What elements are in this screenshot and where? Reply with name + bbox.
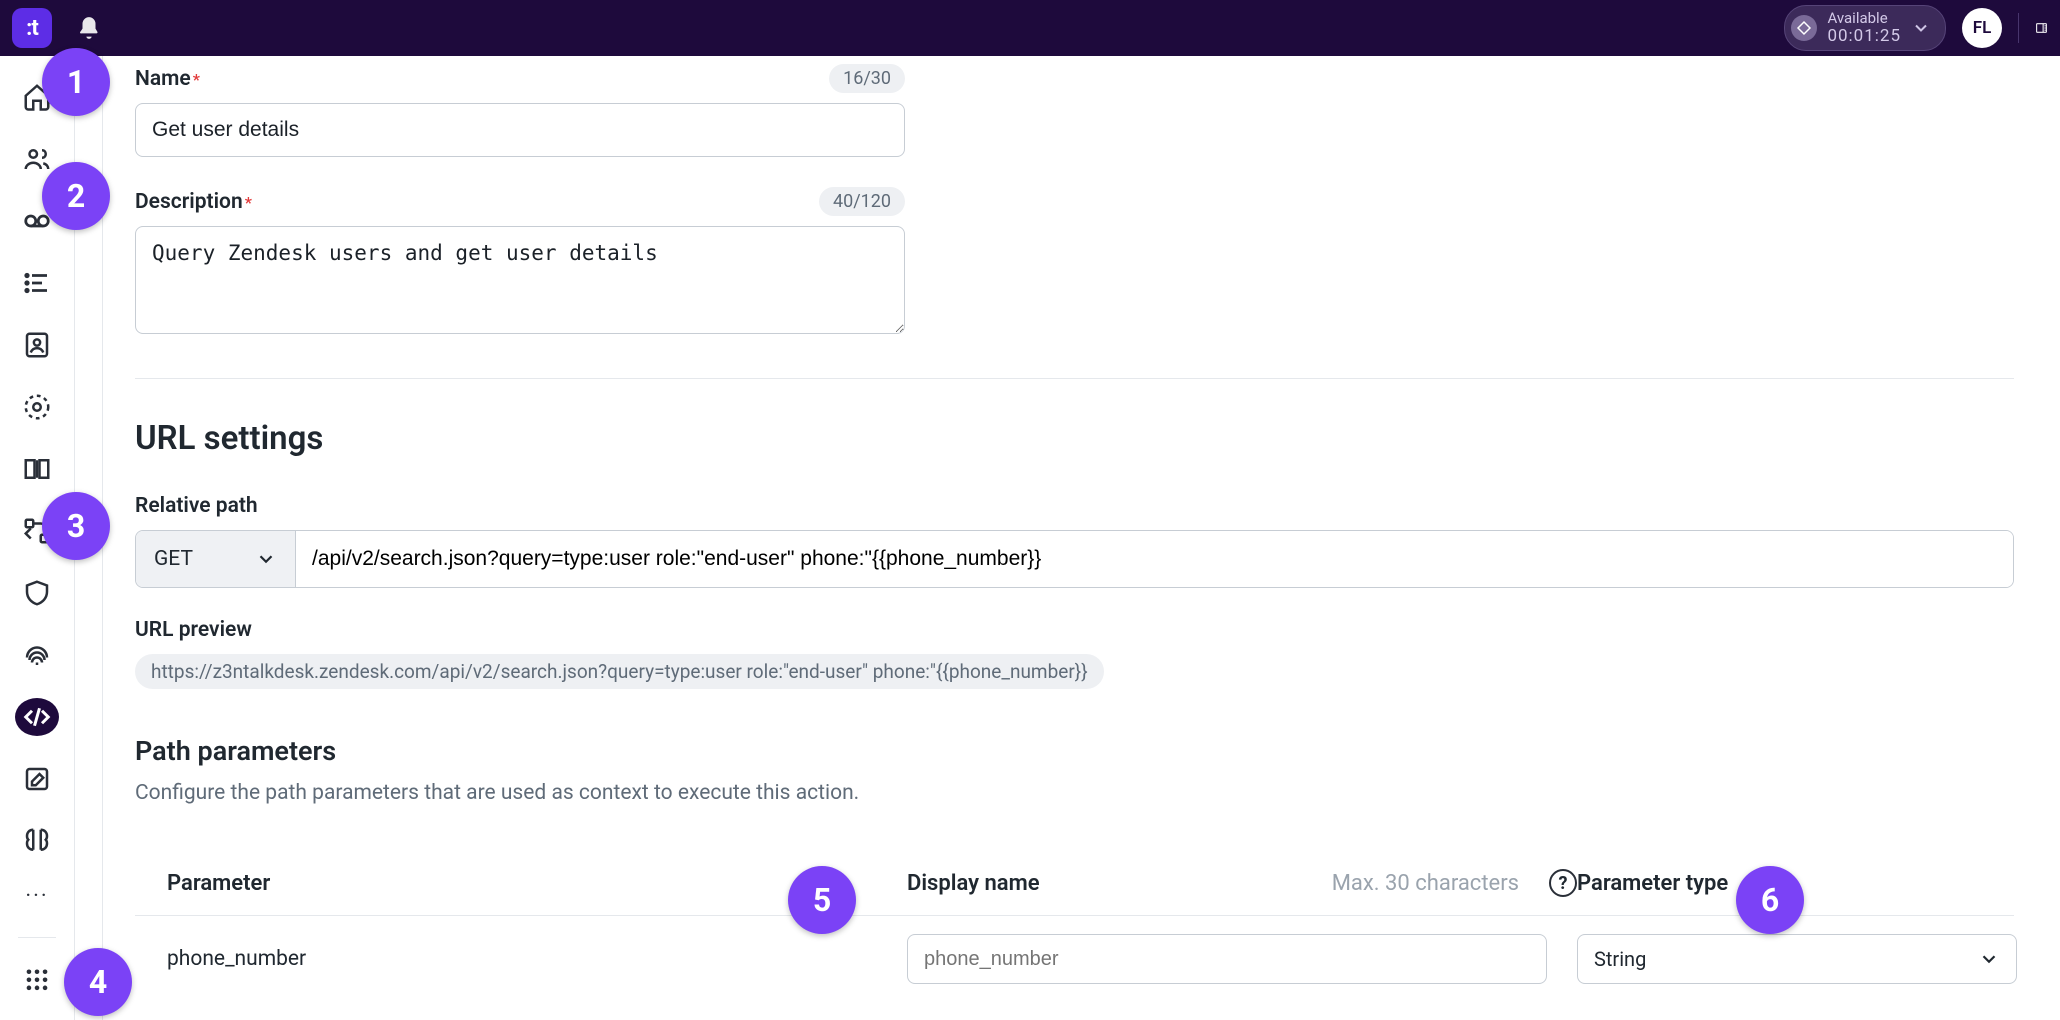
status-text: Available 00:01:25 (1827, 10, 1901, 46)
url-preview-value: https://z3ntalkdesk.zendesk.com/api/v2/s… (135, 654, 1104, 689)
http-method-value: GET (154, 547, 193, 571)
annotation-bubble-3: 3 (42, 492, 110, 560)
chevron-down-icon (255, 548, 277, 570)
http-method-select[interactable]: GET (136, 531, 296, 587)
status-diamond-icon (1791, 15, 1817, 41)
status-label: Available (1827, 10, 1901, 27)
nav-knowledge-icon[interactable] (15, 450, 59, 488)
avatar[interactable]: FL (1962, 8, 2002, 48)
required-asterisk: * (193, 70, 200, 89)
annotation-bubble-6: 6 (1736, 866, 1804, 934)
relative-path-row: GET (135, 530, 2014, 588)
table-row: phone_number String (135, 915, 2014, 1002)
app-logo[interactable]: :t (12, 8, 52, 48)
topbar: :t Available 00:01:25 FL (0, 0, 2060, 56)
relative-path-input[interactable] (296, 531, 2013, 587)
path-parameters-description: Configure the path parameters that are u… (135, 781, 2014, 805)
nav-app-grid-icon[interactable] (21, 966, 53, 994)
url-settings-title: URL settings (135, 419, 2014, 458)
path-parameters-title: Path parameters (135, 735, 2014, 767)
nav-shield-icon[interactable] (15, 574, 59, 612)
help-icon[interactable]: ? (1549, 869, 1577, 897)
annotation-bubble-1: 1 (42, 48, 110, 116)
chevron-down-icon (1911, 18, 1931, 38)
description-input[interactable]: Query Zendesk users and get user details (135, 226, 905, 334)
relative-path-label: Relative path (135, 494, 2014, 518)
status-timer: 00:01:25 (1827, 27, 1901, 46)
param-type-value: String (1594, 947, 1646, 971)
nav-biometric-icon[interactable] (15, 636, 59, 674)
section-divider (135, 378, 2014, 379)
rail-divider (18, 937, 56, 938)
display-name-input[interactable] (907, 934, 1547, 984)
description-label: Description (135, 190, 243, 214)
annotation-bubble-5: 5 (788, 866, 856, 934)
col-display-name: Display name (907, 871, 1040, 896)
nav-edit-icon[interactable] (15, 760, 59, 798)
url-preview-label: URL preview (135, 618, 2014, 642)
nav-integrations-icon[interactable] (15, 698, 59, 736)
param-type-select[interactable]: String (1577, 934, 2017, 984)
nav-list-icon[interactable] (15, 264, 59, 302)
nav-contacts-icon[interactable] (15, 326, 59, 364)
chevron-down-icon (1978, 948, 2000, 970)
description-counter: 40/120 (819, 187, 905, 216)
nav-ai-icon[interactable] (15, 822, 59, 860)
annotation-bubble-2: 2 (42, 162, 110, 230)
name-label: Name (135, 67, 191, 91)
name-counter: 16/30 (829, 64, 905, 93)
nav-more-icon[interactable]: ··· (15, 884, 59, 910)
notifications-icon[interactable] (76, 15, 102, 41)
max-chars-hint: Max. 30 characters (1332, 871, 1519, 896)
param-name: phone_number (167, 947, 907, 971)
annotation-bubble-4: 4 (64, 948, 132, 1016)
right-panel-toggle-icon[interactable] (2018, 13, 2048, 43)
nav-live-icon[interactable] (15, 388, 59, 426)
name-input[interactable] (135, 103, 905, 157)
agent-status-pill[interactable]: Available 00:01:25 (1784, 5, 1946, 51)
params-table-header: Parameter Display name Max. 30 character… (135, 851, 2014, 915)
required-asterisk: * (245, 193, 252, 212)
